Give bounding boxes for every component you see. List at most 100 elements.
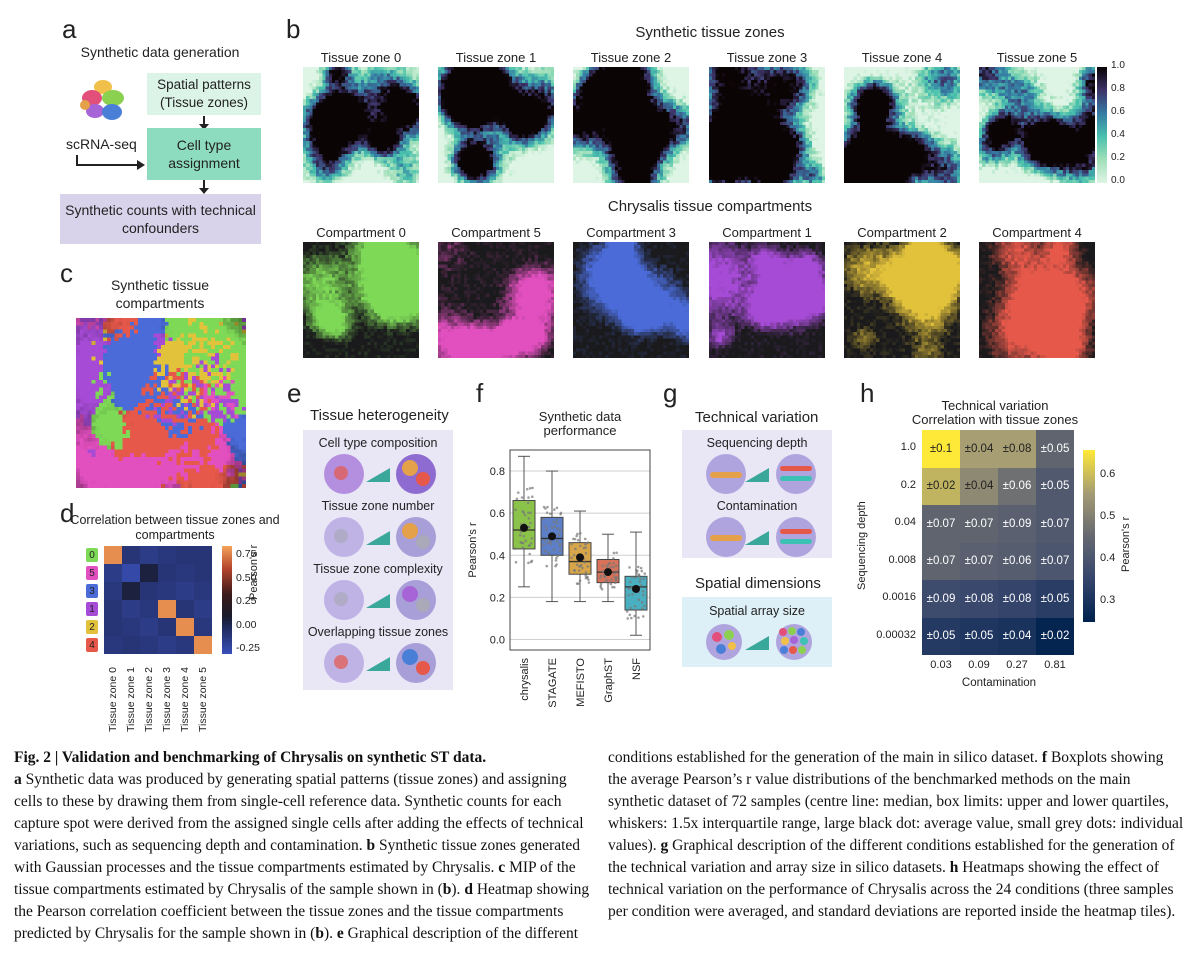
individual-point xyxy=(546,505,549,509)
individual-point xyxy=(554,564,557,568)
caption-text: Heatmaps showing the effect of technical… xyxy=(608,859,1176,920)
individual-point xyxy=(522,534,526,538)
panel-h-cell: ±0.07 xyxy=(922,542,960,580)
panel-h-cell: ±0.1 xyxy=(922,430,960,468)
panel-label-a: a xyxy=(62,14,77,44)
panel-d-cell xyxy=(158,636,176,654)
panel-d-cell xyxy=(122,636,140,654)
caption-panel-ref: g xyxy=(660,837,669,854)
panel-h-col-label: 0.03 xyxy=(930,659,952,671)
panel-d-cell xyxy=(194,564,212,582)
right-tissue-spot-a xyxy=(402,649,418,665)
caption-panel-ref: a xyxy=(14,771,22,788)
left-tissue-spot xyxy=(334,655,348,669)
individual-point xyxy=(631,592,634,596)
caption-text: Synthetic data was produced by generatin… xyxy=(14,771,584,854)
category-label: NSF xyxy=(631,658,643,680)
panel-d-cell xyxy=(176,582,194,600)
panel-d-cell xyxy=(194,582,212,600)
panel-h-cell: ±0.09 xyxy=(998,505,1036,543)
individual-point xyxy=(584,571,588,574)
panel-g-title2: Spatial dimensions xyxy=(695,575,821,592)
individual-point xyxy=(612,556,615,560)
individual-point xyxy=(630,616,633,620)
individual-point xyxy=(636,565,640,569)
individual-point xyxy=(527,496,530,499)
individual-point xyxy=(521,510,525,513)
panel-d-cell xyxy=(176,618,194,636)
individual-point xyxy=(530,495,534,499)
caption-text: conditions established for the generatio… xyxy=(608,749,1042,766)
panel-h-col-label: 0.81 xyxy=(1044,659,1066,671)
individual-point xyxy=(606,578,609,582)
individual-point xyxy=(584,551,588,555)
mean-dot xyxy=(604,568,612,577)
panel-d-cell xyxy=(158,600,176,618)
individual-point xyxy=(639,577,642,581)
individual-point xyxy=(559,511,563,515)
panel-h-cell: ±0.07 xyxy=(1036,542,1074,580)
individual-point xyxy=(555,521,559,525)
compartment-label: Compartment 1 xyxy=(722,225,812,240)
individual-point xyxy=(572,537,575,541)
individual-point xyxy=(574,547,577,551)
caption-panel-ref: b xyxy=(442,881,452,898)
compartment-label: Compartment 2 xyxy=(857,225,947,240)
panel-d-cell xyxy=(158,564,176,582)
panel-d-colorbar-tick: -0.25 xyxy=(236,642,260,655)
y-axis-label: Pearson's r xyxy=(467,522,479,578)
condition-bar-b xyxy=(780,476,812,481)
individual-point xyxy=(556,554,560,558)
panel-d-cell xyxy=(104,636,122,654)
panel-e-item-label: Tissue zone number xyxy=(321,499,435,513)
caption-text: ). xyxy=(451,881,465,898)
individual-point xyxy=(612,551,616,555)
individual-point xyxy=(555,556,558,560)
individual-point xyxy=(599,582,603,586)
individual-point xyxy=(523,513,527,517)
individual-point xyxy=(552,548,556,552)
panel-h-cell: ±0.06 xyxy=(998,542,1036,580)
cell-type-assignment-box: Cell type assignment xyxy=(147,128,261,180)
caption-panel-ref: f xyxy=(1041,749,1048,766)
panel-d-row-label: 1 xyxy=(86,602,98,616)
panel-d-colorbar-tick: 0.25 xyxy=(236,595,257,608)
panel-h-cell: ±0.07 xyxy=(1036,505,1074,543)
individual-point xyxy=(529,521,532,525)
individual-point xyxy=(583,561,587,564)
tissue-zones-title: Synthetic tissue zones xyxy=(635,24,785,41)
individual-point xyxy=(548,540,552,544)
panel-d-cell xyxy=(176,600,194,618)
individual-point xyxy=(528,487,532,490)
compartment-label: Compartment 4 xyxy=(992,225,1082,240)
panel-h-title-1: Technical variation xyxy=(941,398,1049,413)
condition-bar xyxy=(710,472,742,478)
individual-point xyxy=(629,586,633,589)
panel-h-cell: ±0.04 xyxy=(960,430,998,468)
tissue-zone-colorbar xyxy=(1097,67,1107,183)
panel-d-col-label: Tissue zone 1 xyxy=(125,667,137,732)
panel-d-colorbar-tick: 0.50 xyxy=(236,571,257,584)
panel-label-e: e xyxy=(287,378,302,408)
panel-h-row-label: 0.008 xyxy=(888,553,916,566)
panel-h-cell: ±0.05 xyxy=(960,617,998,655)
individual-point xyxy=(583,537,587,541)
panel-h-cell: ±0.08 xyxy=(960,580,998,618)
individual-point xyxy=(609,565,613,569)
panel-d-cell xyxy=(104,582,122,600)
arrow-down-3 xyxy=(203,180,205,190)
individual-point xyxy=(627,593,630,597)
panel-g-title: Technical variation xyxy=(695,409,819,426)
individual-point xyxy=(558,542,562,546)
individual-point xyxy=(641,607,644,610)
right-tissue-spot-a xyxy=(402,586,418,602)
individual-point xyxy=(541,517,545,521)
individual-point xyxy=(553,508,556,511)
individual-point xyxy=(577,569,581,572)
panel-d-cell xyxy=(140,600,158,618)
panel-d-cell xyxy=(176,546,194,564)
individual-point xyxy=(610,578,613,581)
individual-point xyxy=(531,486,534,490)
colorbar-tick: 0.6 xyxy=(1111,106,1125,117)
individual-point xyxy=(628,566,631,569)
